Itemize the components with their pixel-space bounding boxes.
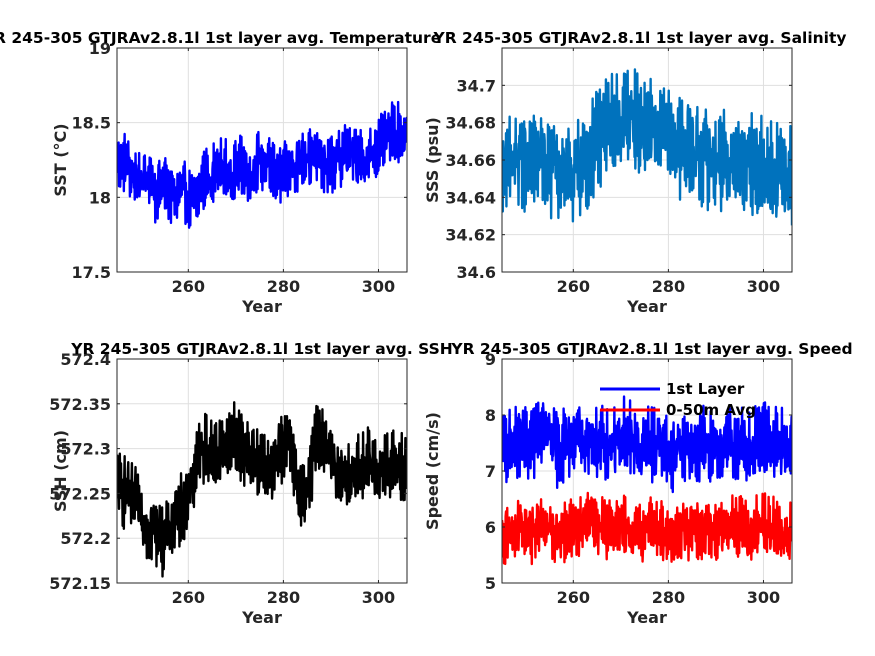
y-tick-label: 34.64 — [445, 188, 496, 207]
x-axis-label: Year — [241, 608, 282, 627]
y-tick-label: 6 — [485, 518, 496, 537]
y-tick-label: 34.62 — [445, 226, 496, 245]
chart-speed: 260 280 300 5 6 7 8 9 Year Speed (cm/s) YR 245-305… — [423, 340, 853, 627]
y-tick-label: 572.4 — [60, 350, 111, 369]
legend-label: 0-50m Avg — [666, 401, 756, 419]
y-axis-label: SSH (cm) — [51, 430, 70, 512]
legend: 1st Layer 0-50m Avg — [600, 380, 756, 419]
y-tick-label: 19 — [89, 39, 111, 58]
y-tick-label: 5 — [485, 574, 496, 593]
chart-sss: 260 280 300 34.6 34.62 34.64 34.66 34.68 34.7 Yea… — [423, 29, 847, 316]
x-tick-label: 300 — [362, 588, 395, 607]
legend-label: 1st Layer — [666, 380, 745, 398]
y-tick-label: 34.66 — [445, 151, 496, 170]
axes-box — [116, 358, 408, 584]
y-tick-label: 572.3 — [60, 440, 111, 459]
y-axis-label: SST (°C) — [51, 123, 70, 196]
chart-sst: 260 280 300 17.5 18 18.5 19 Year SST (°C) YR 245-… — [0, 29, 441, 316]
y-tick-label: 572.35 — [49, 395, 111, 414]
x-tick-label: 260 — [172, 588, 205, 607]
series-line-0-50m-avg — [502, 491, 792, 566]
x-axis-label: Year — [241, 297, 282, 316]
y-tick-label: 34.7 — [457, 76, 496, 95]
x-tick-label: 280 — [652, 277, 685, 296]
x-tick-label: 300 — [362, 277, 395, 296]
series-line-sst — [117, 100, 407, 229]
y-tick-label: 17.5 — [72, 263, 111, 282]
chart-title: YR 245-305 GTJRAv2.8.1l 1st layer avg. T… — [0, 29, 441, 47]
chart-title: YR 245-305 GTJRAv2.8.1l 1st layer avg. S… — [432, 29, 846, 47]
chart-ssh: 260 280 300 572.15 572.2 572.25 572.3 572.35 572… — [49, 340, 453, 627]
x-tick-label: 280 — [652, 588, 685, 607]
x-tick-label: 300 — [747, 277, 780, 296]
series-line-1st-layer — [502, 395, 792, 494]
y-tick-label: 18 — [89, 188, 111, 207]
x-tick-label: 260 — [557, 277, 590, 296]
y-axis-label: SSS (psu) — [423, 117, 442, 203]
y-tick-label: 7 — [485, 462, 496, 481]
series-line-ssh — [117, 401, 407, 578]
axes-box — [116, 47, 408, 273]
x-tick-label: 300 — [747, 588, 780, 607]
x-axis-label: Year — [626, 297, 667, 316]
chart-title: YR 245-305 GTJRAv2.8.1l 1st layer avg. S… — [70, 340, 453, 358]
x-tick-label: 260 — [172, 277, 205, 296]
y-tick-label: 34.6 — [457, 263, 496, 282]
y-tick-label: 18.5 — [72, 114, 111, 133]
y-tick-label: 9 — [485, 350, 496, 369]
y-tick-label: 8 — [485, 406, 496, 425]
x-tick-label: 280 — [267, 588, 300, 607]
x-tick-label: 280 — [267, 277, 300, 296]
y-tick-label: 34.68 — [445, 114, 496, 133]
x-axis-label: Year — [626, 608, 667, 627]
x-tick-label: 260 — [557, 588, 590, 607]
y-axis-label: Speed (cm/s) — [423, 412, 442, 530]
series-line-sss — [502, 68, 792, 226]
chart-title: YR 245-305 GTJRAv2.8.1l 1st layer avg. S… — [450, 340, 852, 358]
y-tick-label: 572.15 — [49, 574, 111, 593]
y-tick-label: 572.25 — [49, 484, 111, 503]
y-tick-label: 572.2 — [60, 529, 111, 548]
